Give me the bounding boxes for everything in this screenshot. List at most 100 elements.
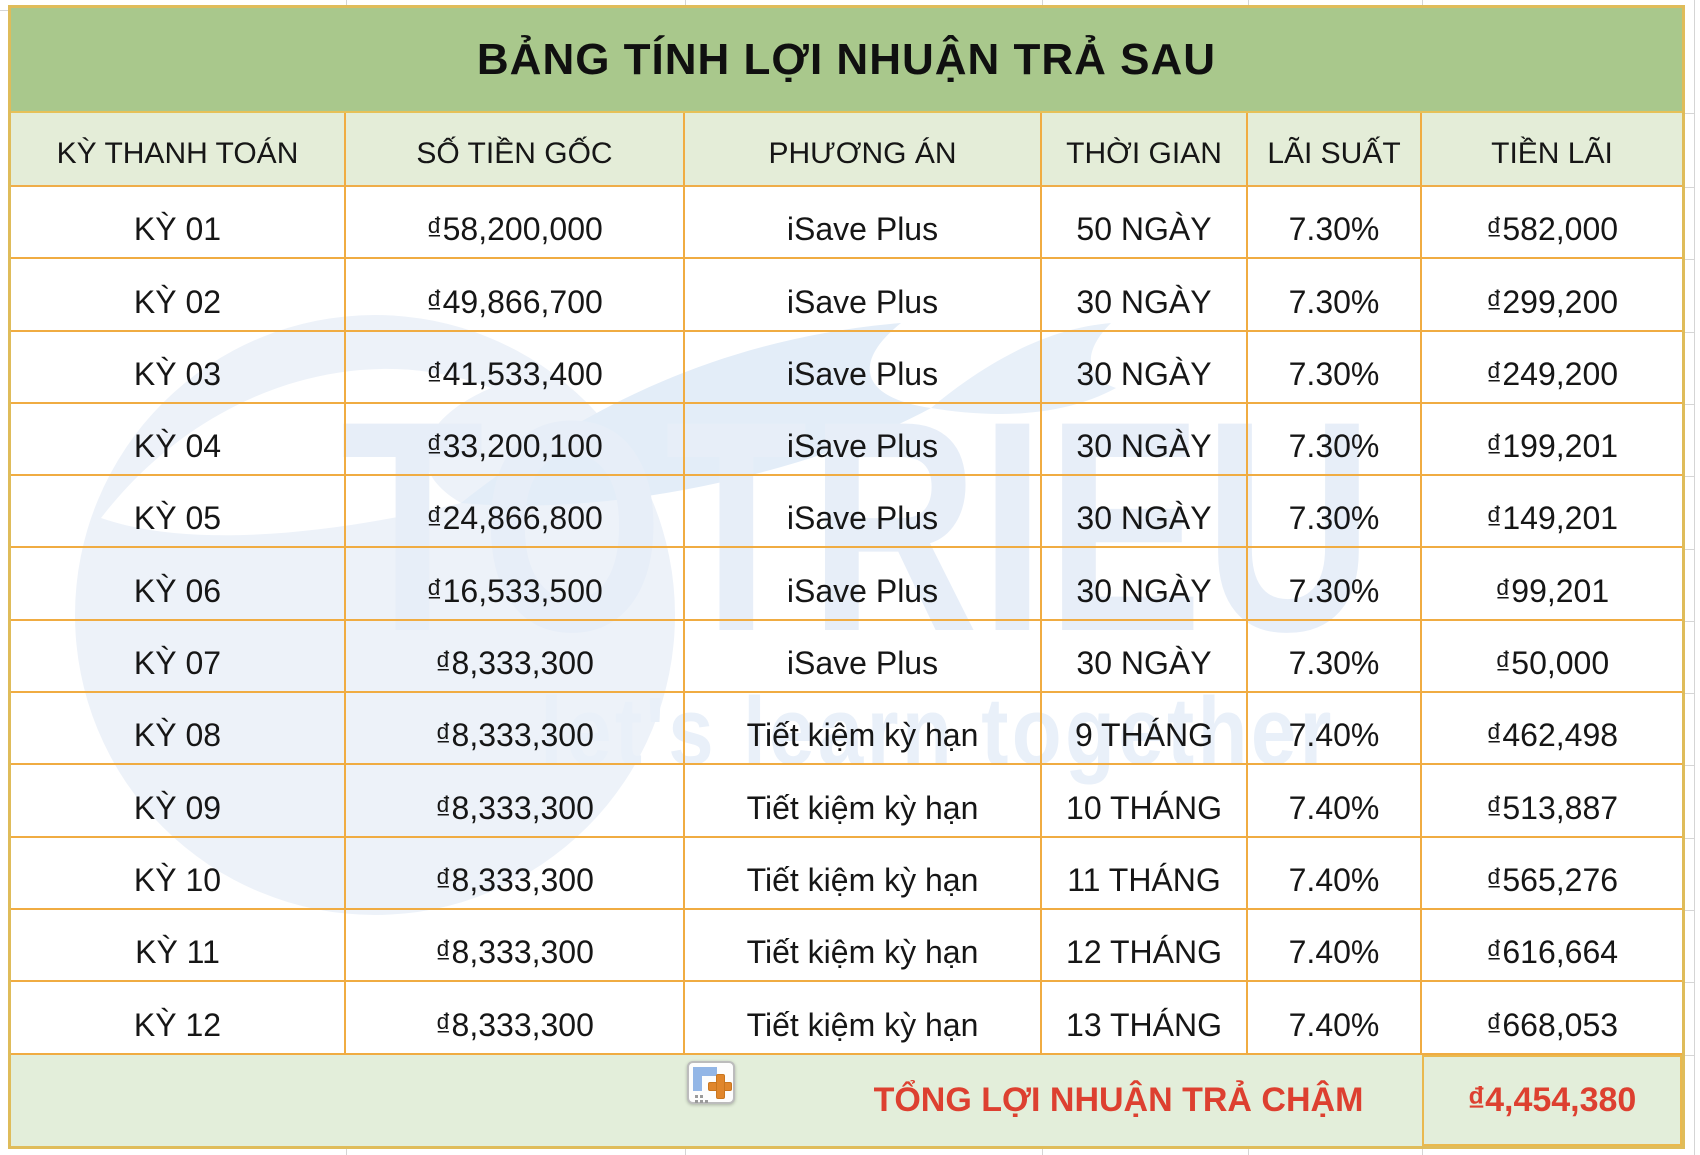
cell-interest[interactable]: ₫462,498 [1422,693,1682,766]
cell-interest[interactable]: ₫99,201 [1422,548,1682,621]
dot-icon [695,1095,698,1098]
cell-interest[interactable]: ₫616,664 [1422,910,1682,983]
cell-duration[interactable]: 13 THÁNG [1042,982,1248,1055]
table-title: BẢNG TÍNH LỢI NHUẬN TRẢ SAU [11,8,1682,113]
cell-principal[interactable]: ₫8,333,300 [346,765,685,838]
cell-plan[interactable]: iSave Plus [685,331,1042,404]
cell-interest[interactable]: ₫582,000 [1422,187,1682,260]
column-header-duration[interactable]: THỜI GIAN [1042,113,1248,187]
cell-rate[interactable]: 7.40% [1248,693,1422,766]
cell-duration[interactable]: 30 NGÀY [1042,620,1248,694]
cell-plan[interactable]: iSave Plus [685,187,1042,260]
cell-principal[interactable]: ₫33,200,100 [346,403,685,477]
cell-principal[interactable]: ₫49,866,700 [346,259,685,332]
sheet-gridline [1685,332,1694,333]
cell-rate[interactable]: 7.40% [1248,837,1422,910]
cell-duration[interactable]: 10 THÁNG [1042,765,1248,838]
cell-rate[interactable]: 7.40% [1248,909,1422,983]
cell-period[interactable]: KỲ 04 [11,403,346,477]
cell-duration[interactable]: 30 NGÀY [1042,476,1248,549]
cell-principal[interactable]: ₫8,333,300 [346,693,685,766]
cell-rate[interactable]: 7.40% [1248,765,1422,838]
column-header-period[interactable]: KỲ THANH TOÁN [11,113,346,187]
cell-plan[interactable]: Tiết kiệm kỳ hạn [685,909,1042,983]
cell-interest[interactable]: ₫299,200 [1422,259,1682,332]
cell-principal[interactable]: ₫58,200,000 [346,187,685,260]
cell-interest[interactable]: ₫199,201 [1422,404,1682,477]
column-header-interest[interactable]: TIỀN LÃI [1422,113,1682,187]
cell-interest[interactable]: ₫513,887 [1422,765,1682,838]
cell-plan[interactable]: iSave Plus [685,620,1042,694]
sheet-gridline [1685,765,1694,766]
cell-rate[interactable]: 7.30% [1248,620,1422,694]
sheet-gridline [1685,259,1694,260]
cell-principal[interactable]: ₫8,333,300 [346,909,685,983]
cell-period[interactable]: KỲ 07 [11,620,346,694]
cell-plan[interactable]: Tiết kiệm kỳ hạn [685,982,1042,1055]
insert-options-button[interactable] [687,1061,735,1104]
cell-interest[interactable]: ₫249,200 [1422,332,1682,404]
column-header-plan[interactable]: PHƯƠNG ÁN [685,113,1042,187]
sheet-gridline [1042,0,1043,5]
cell-interest[interactable]: ₫565,276 [1422,838,1682,910]
sheet-gridline [685,1149,686,1155]
cell-rate[interactable]: 7.30% [1248,187,1422,260]
cell-principal[interactable]: ₫24,866,800 [346,476,685,549]
cell-plan[interactable]: iSave Plus [685,403,1042,477]
cell-duration[interactable]: 30 NGÀY [1042,403,1248,477]
cell-rate[interactable]: 7.30% [1248,259,1422,332]
cell-period[interactable]: KỲ 06 [11,548,346,621]
cell-period[interactable]: KỲ 09 [11,765,346,838]
cell-rate[interactable]: 7.30% [1248,548,1422,621]
cell-plan[interactable]: Tiết kiệm kỳ hạn [685,765,1042,838]
cell-duration[interactable]: 11 THÁNG [1042,837,1248,910]
cell-interest[interactable]: ₫50,000 [1422,621,1682,694]
cell-interest[interactable]: ₫149,201 [1422,476,1682,549]
cell-rate[interactable]: 7.30% [1248,403,1422,477]
plus-icon [716,1074,725,1099]
cell-principal[interactable]: ₫8,333,300 [346,982,685,1055]
cell-plan[interactable]: Tiết kiệm kỳ hạn [685,693,1042,766]
sheet-gridline [346,1149,347,1155]
cell-rate[interactable]: 7.30% [1248,331,1422,404]
cell-plan[interactable]: Tiết kiệm kỳ hạn [685,837,1042,910]
cell-principal[interactable]: ₫8,333,300 [346,837,685,910]
cell-period[interactable]: KỲ 08 [11,693,346,766]
cell-interest[interactable]: ₫668,053 [1422,982,1682,1055]
cell-duration[interactable]: 30 NGÀY [1042,548,1248,621]
sheet-gridline [1685,910,1694,911]
cell-duration[interactable]: 30 NGÀY [1042,331,1248,404]
sheet-gridline [1685,838,1694,839]
sheet-gridline [1685,621,1694,622]
sheet-gridline [1248,1149,1249,1155]
cell-period[interactable]: KỲ 02 [11,259,346,332]
cell-duration[interactable]: 12 THÁNG [1042,909,1248,983]
cell-period[interactable]: KỲ 01 [11,187,346,260]
cell-plan[interactable]: iSave Plus [685,476,1042,549]
sheet-gridline [1685,982,1694,983]
cell-period[interactable]: KỲ 03 [11,331,346,404]
cell-period[interactable]: KỲ 11 [11,909,346,983]
cell-period[interactable]: KỲ 10 [11,837,346,910]
sheet-gridline [1685,187,1694,188]
cell-period[interactable]: KỲ 05 [11,476,346,549]
cell-principal[interactable]: ₫8,333,300 [346,620,685,694]
cell-principal[interactable]: ₫16,533,500 [346,548,685,621]
column-header-principal[interactable]: SỐ TIỀN GỐC [346,113,685,187]
cell-rate[interactable]: 7.40% [1248,982,1422,1055]
cell-principal[interactable]: ₫41,533,400 [346,331,685,404]
cell-rate[interactable]: 7.30% [1248,476,1422,549]
total-label: TỔNG LỢI NHUẬN TRẢ CHẬM [685,1054,1422,1146]
cell-plan[interactable]: iSave Plus [685,548,1042,621]
dot-icon [700,1095,703,1098]
dot-icon [700,1100,703,1103]
column-header-rate[interactable]: LÃI SUẤT [1248,113,1422,187]
cell-duration[interactable]: 30 NGÀY [1042,259,1248,332]
cell-period[interactable]: KỲ 12 [11,982,346,1055]
cell-plan[interactable]: iSave Plus [685,259,1042,332]
cell-duration[interactable]: 50 NGÀY [1042,187,1248,260]
sheet-gridline [1422,1149,1423,1155]
cell-duration[interactable]: 9 THÁNG [1042,693,1248,766]
sheet-gridline [1685,404,1694,405]
